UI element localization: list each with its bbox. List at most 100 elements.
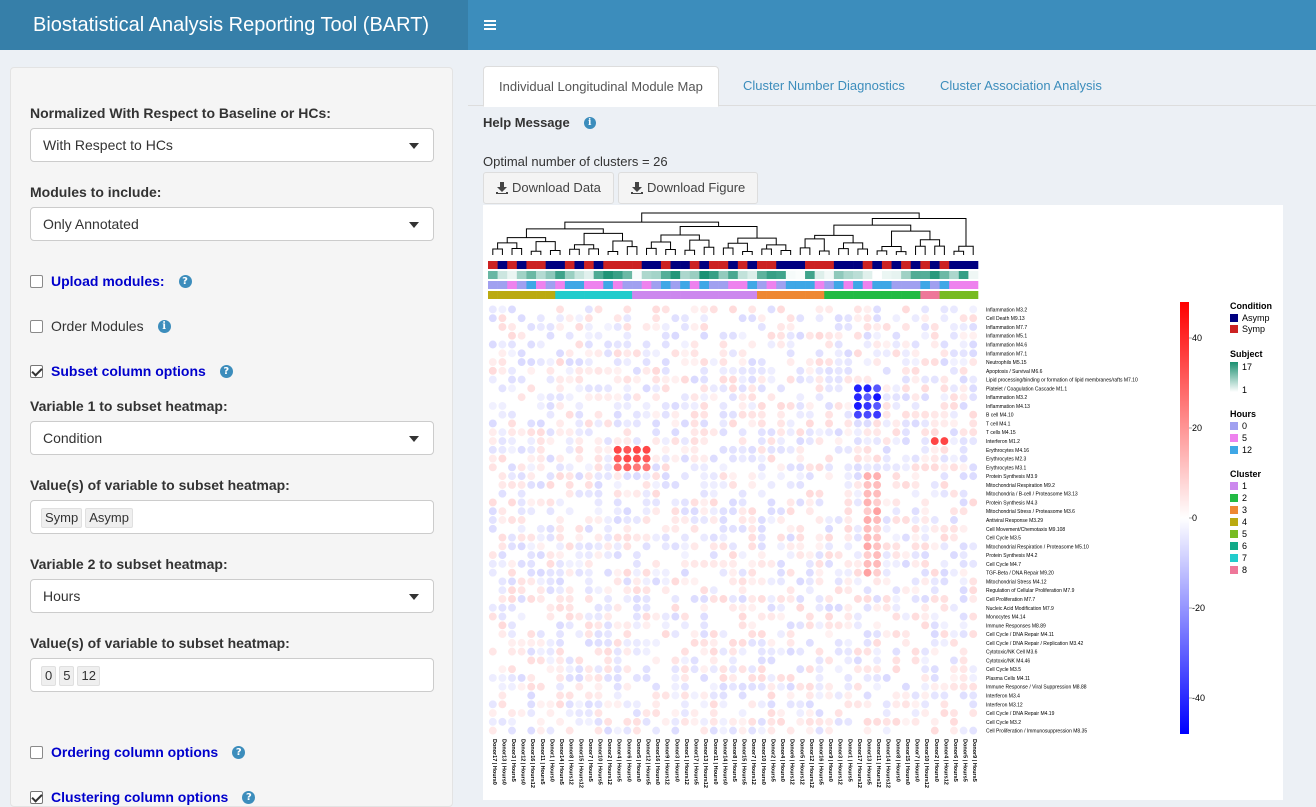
heatmap-cell xyxy=(546,656,555,665)
heatmap-cell xyxy=(844,472,853,481)
heatmap-cell xyxy=(969,437,978,445)
tab-individual-longitudinal-module-map[interactable]: Individual Longitudinal Module Map xyxy=(483,66,719,107)
heatmap-cell xyxy=(584,489,593,498)
heatmap-cell xyxy=(834,709,843,718)
heatmap-cell xyxy=(853,489,862,498)
heatmap-cell xyxy=(786,647,795,656)
tab-cluster-number-diagnostics[interactable]: Cluster Number Diagnostics xyxy=(743,78,905,93)
heatmap-cell xyxy=(959,472,968,481)
heatmap-cell xyxy=(825,375,834,384)
hours-annotation xyxy=(728,281,739,289)
heatmap-cell xyxy=(959,726,968,735)
heatmap-cell xyxy=(940,542,949,551)
row-label: Protein Synthesis M4.3 xyxy=(986,500,1038,506)
modules-select[interactable]: Only Annotated xyxy=(30,207,434,241)
heatmap-cell xyxy=(863,533,872,542)
values1-multiselect[interactable]: Symp Asymp xyxy=(30,500,434,534)
subject-annotation xyxy=(766,271,777,279)
variable2-select[interactable]: Hours xyxy=(30,579,434,613)
info-icon[interactable]: i xyxy=(157,319,171,333)
heatmap-cell xyxy=(613,551,622,560)
heatmap-cell xyxy=(690,437,699,445)
order-modules-checkbox[interactable] xyxy=(30,319,43,333)
heatmap-cell xyxy=(777,717,785,726)
order-modules-label[interactable]: Order Modules xyxy=(51,318,144,334)
heatmap-cell xyxy=(546,524,555,533)
ordering-column-checkbox[interactable] xyxy=(30,745,43,759)
heatmap-cell xyxy=(844,603,853,612)
heatmap-cell xyxy=(546,507,555,516)
download-data-button[interactable]: Download Data xyxy=(483,172,614,204)
hours-annotation xyxy=(757,281,767,289)
heatmap-cell xyxy=(921,709,930,718)
dendrogram-branch xyxy=(530,250,542,255)
heatmap-cell xyxy=(700,322,709,331)
help-question-icon[interactable]: ? xyxy=(232,745,246,759)
help-message[interactable]: Help Message i xyxy=(483,115,596,130)
subset-column-checkbox[interactable] xyxy=(30,364,43,378)
subject-annotation xyxy=(776,271,787,279)
heatmap-cell xyxy=(738,366,747,375)
value-chip[interactable]: 12 xyxy=(77,666,100,686)
cluster-annotation xyxy=(968,291,979,299)
heatmap-cell xyxy=(825,524,834,533)
value-chip[interactable]: 0 xyxy=(41,666,57,686)
heatmap-cell xyxy=(767,437,776,445)
heatmap-cell xyxy=(623,305,632,314)
value-chip[interactable]: Asymp xyxy=(85,508,133,528)
heatmap-cell xyxy=(690,419,699,428)
heatmap-cell xyxy=(825,533,834,542)
heatmap-cell xyxy=(584,621,593,630)
hours-annotation xyxy=(766,281,777,289)
heatmap-cell xyxy=(613,507,622,516)
values2-multiselect[interactable]: 0 5 12 xyxy=(30,658,434,692)
heatmap-cell xyxy=(604,621,613,630)
heatmap-cell xyxy=(661,480,670,489)
heatmap-cell xyxy=(594,384,603,393)
heatmap-cell xyxy=(700,384,709,393)
row-label: Inflammation M7.1 xyxy=(986,351,1027,357)
heatmap-cell xyxy=(536,480,545,489)
heatmap-cell xyxy=(527,595,536,603)
subset-column-label[interactable]: Subset column options xyxy=(51,363,206,379)
clustering-column-label[interactable]: Clustering column options xyxy=(51,789,229,805)
heatmap-cell xyxy=(940,384,949,393)
condition-annotation xyxy=(949,261,960,269)
heatmap-cell xyxy=(757,533,766,542)
help-question-icon[interactable]: ? xyxy=(178,274,192,288)
heatmap-cell xyxy=(796,542,805,551)
clustering-column-checkbox[interactable] xyxy=(30,790,43,804)
heatmap-cell xyxy=(901,691,910,700)
heatmap-cell xyxy=(527,366,536,375)
heatmap-cell xyxy=(709,305,718,314)
help-question-icon[interactable]: ? xyxy=(219,364,233,378)
heatmap-cell xyxy=(594,366,603,375)
heatmap-cell xyxy=(748,726,757,735)
heatmap-cell xyxy=(892,559,901,568)
normalized-select[interactable]: With Respect to HCs xyxy=(30,128,434,162)
heatmap-cell xyxy=(632,647,641,656)
heatmap-cell xyxy=(969,612,978,621)
cluster-annotation xyxy=(622,291,633,299)
row-label: Apoptosis / Survival M6.6 xyxy=(986,369,1043,375)
ordering-column-label[interactable]: Ordering column options xyxy=(51,744,219,760)
sidebar-toggle-button[interactable] xyxy=(478,0,502,50)
hours-annotation xyxy=(853,281,864,289)
heatmap-cell xyxy=(777,507,785,516)
heatmap-cell xyxy=(517,612,526,621)
heatmap-cell xyxy=(815,603,824,612)
download-figure-button[interactable]: Download Figure xyxy=(618,172,759,204)
upload-modules-label[interactable]: Upload modules: xyxy=(51,273,165,289)
dendrogram-branch xyxy=(607,250,619,255)
condition-annotation xyxy=(516,261,527,269)
help-question-icon[interactable]: ? xyxy=(242,790,256,804)
value-chip[interactable]: Symp xyxy=(41,508,83,528)
variable1-select[interactable]: Condition xyxy=(30,421,434,455)
heatmap-cell xyxy=(517,472,526,481)
value-chip[interactable]: 5 xyxy=(59,666,75,686)
tab-cluster-association-analysis[interactable]: Cluster Association Analysis xyxy=(940,78,1102,93)
info-icon[interactable]: i xyxy=(583,116,596,129)
heatmap-cell xyxy=(613,463,622,472)
heatmap-cell xyxy=(565,480,574,489)
upload-modules-checkbox[interactable] xyxy=(30,274,43,288)
